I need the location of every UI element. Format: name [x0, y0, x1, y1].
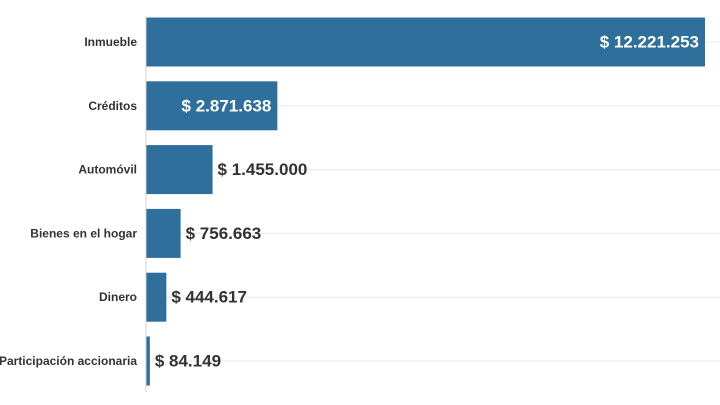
category-label-bienes-en-el-hogar: Bienes en el hogar — [30, 226, 137, 240]
category-label-dinero: Dinero — [99, 290, 137, 304]
bars-group — [146, 17, 706, 386]
bar-automovil — [146, 145, 213, 195]
value-label-dinero: $ 444.617 — [171, 288, 247, 307]
value-label-inmueble: $ 12.221.253 — [600, 33, 699, 52]
value-label-creditos: $ 2.871.638 — [182, 96, 272, 115]
category-label-automovil: Automóvil — [78, 163, 137, 177]
value-label-participacion-accionaria: $ 84.149 — [155, 352, 221, 371]
bar-dinero — [146, 272, 167, 322]
bar-creditos — [146, 81, 278, 131]
value-label-automovil: $ 1.455.000 — [218, 160, 308, 179]
category-label-creditos: Créditos — [88, 99, 137, 113]
category-label-inmueble: Inmueble — [84, 35, 137, 49]
bar-inmueble — [146, 17, 706, 67]
labels-group: Inmueble $ 12.221.253 Créditos $ 2.871.638 A… — [0, 33, 699, 371]
bar-participacion-accionaria — [146, 336, 150, 386]
value-label-bienes-en-el-hogar: $ 756.663 — [186, 224, 262, 243]
category-label-participacion-accionaria: Participación accionaria — [0, 354, 137, 368]
bar-bienes-en-el-hogar — [146, 208, 181, 258]
